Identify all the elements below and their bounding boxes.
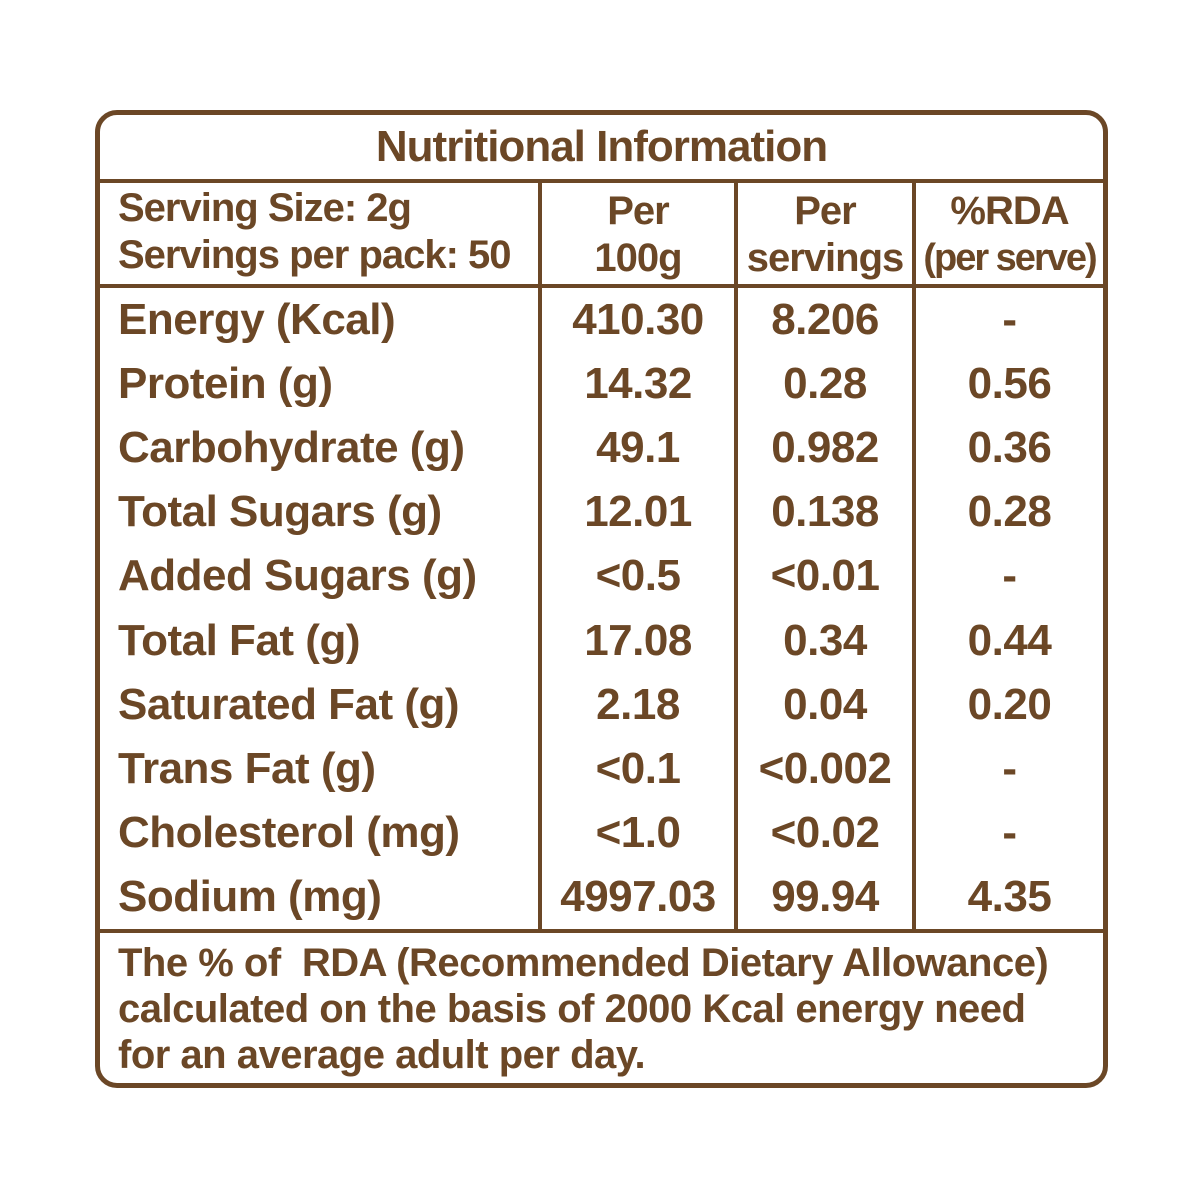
header-serving-info: Serving Size: 2g Servings per pack: 50: [100, 183, 542, 284]
servings-per-pack-text: Servings per pack: 50: [118, 233, 512, 277]
table-row-total-fat: Total Fat (g) 17.08 0.34 0.44: [100, 608, 1103, 673]
row-label: Carbohydrate (g): [100, 416, 542, 481]
table-row-cholesterol: Cholesterol (mg) <1.0 <0.02 -: [100, 800, 1103, 865]
label-title: Nutritional Information: [100, 115, 1103, 183]
row-label: Sodium (mg): [100, 864, 542, 929]
per-100g-line2: 100g: [594, 235, 682, 280]
row-label: Total Fat (g): [100, 608, 542, 673]
row-per-serving: 0.28: [738, 352, 916, 417]
row-label: Trans Fat (g): [100, 736, 542, 801]
table-row-protein: Protein (g) 14.32 0.28 0.56: [100, 352, 1103, 417]
row-label: Saturated Fat (g): [100, 672, 542, 737]
row-label: Added Sugars (g): [100, 544, 542, 609]
header-rda: %RDA (per serve): [916, 183, 1103, 284]
row-label: Protein (g): [100, 352, 542, 417]
row-per-serving: 0.138: [738, 480, 916, 545]
table-body: Energy (Kcal) 410.30 8.206 - Protein (g)…: [100, 288, 1103, 929]
table-row-energy: Energy (Kcal) 410.30 8.206 -: [100, 288, 1103, 353]
row-per-100g: 49.1: [542, 416, 738, 481]
row-per-100g: 4997.03: [542, 864, 738, 929]
row-per-100g: 17.08: [542, 608, 738, 673]
per-servings-line1: Per: [794, 188, 856, 233]
table-row-total-sugars: Total Sugars (g) 12.01 0.138 0.28: [100, 480, 1103, 545]
row-per-serving: <0.01: [738, 544, 916, 609]
table-row-saturated-fat: Saturated Fat (g) 2.18 0.04 0.20: [100, 672, 1103, 737]
row-rda: 4.35: [967, 871, 1052, 921]
label-title-text: Nutritional Information: [375, 122, 828, 171]
row-per-100g: 12.01: [542, 480, 738, 545]
row-per-100g: <1.0: [542, 800, 738, 865]
per-servings-line2: servings: [746, 235, 905, 280]
per-100g-line1: Per: [607, 188, 669, 233]
row-rda: 0.28: [967, 487, 1052, 537]
row-rda: -: [1002, 295, 1017, 345]
header-per-servings: Per servings: [738, 183, 916, 284]
row-label: Cholesterol (mg): [100, 800, 542, 865]
rda-line1: %RDA: [950, 188, 1069, 233]
row-per-serving: 99.94: [738, 864, 916, 929]
row-per-serving: 0.982: [738, 416, 916, 481]
row-label: Energy (Kcal): [100, 288, 542, 353]
row-rda: 0.20: [967, 679, 1052, 729]
row-per-100g: 410.30: [542, 288, 738, 353]
row-per-100g: <0.5: [542, 544, 738, 609]
row-per-serving: 8.206: [738, 288, 916, 353]
row-rda: 0.56: [967, 359, 1052, 409]
nutrition-label: Nutritional Information Serving Size: 2g…: [95, 110, 1108, 1088]
row-per-100g: 14.32: [542, 352, 738, 417]
disclaimer-line-2: calculated on the basis of 2000 Kcal ene…: [118, 987, 1026, 1031]
row-rda: -: [1002, 743, 1017, 793]
row-per-serving: 0.04: [738, 672, 916, 737]
serving-size-text: Serving Size: 2g: [118, 186, 412, 230]
table-row-trans-fat: Trans Fat (g) <0.1 <0.002 -: [100, 736, 1103, 801]
table-header-row: Serving Size: 2g Servings per pack: 50 P…: [100, 183, 1103, 288]
row-rda: 0.44: [967, 615, 1052, 665]
row-rda: -: [1002, 807, 1017, 857]
row-per-serving: <0.002: [738, 736, 916, 801]
table-row-carbohydrate: Carbohydrate (g) 49.1 0.982 0.36: [100, 416, 1103, 481]
row-label: Total Sugars (g): [100, 480, 542, 545]
disclaimer-line-1: The % of RDA (Recommended Dietary Allowa…: [118, 941, 1049, 985]
disclaimer-line-3: for an average adult per day.: [118, 1033, 646, 1077]
table-row-sodium: Sodium (mg) 4997.03 99.94 4.35: [100, 864, 1103, 929]
header-per-100g: Per 100g: [542, 183, 738, 284]
row-per-100g: <0.1: [542, 736, 738, 801]
rda-line2: (per serve): [923, 236, 1097, 279]
row-per-100g: 2.18: [542, 672, 738, 737]
row-per-serving: 0.34: [738, 608, 916, 673]
rda-disclaimer: The % of RDA (Recommended Dietary Allowa…: [100, 929, 1103, 1083]
row-rda: 0.36: [967, 423, 1052, 473]
row-rda: -: [1002, 551, 1017, 601]
table-row-added-sugars: Added Sugars (g) <0.5 <0.01 -: [100, 544, 1103, 609]
row-per-serving: <0.02: [738, 800, 916, 865]
